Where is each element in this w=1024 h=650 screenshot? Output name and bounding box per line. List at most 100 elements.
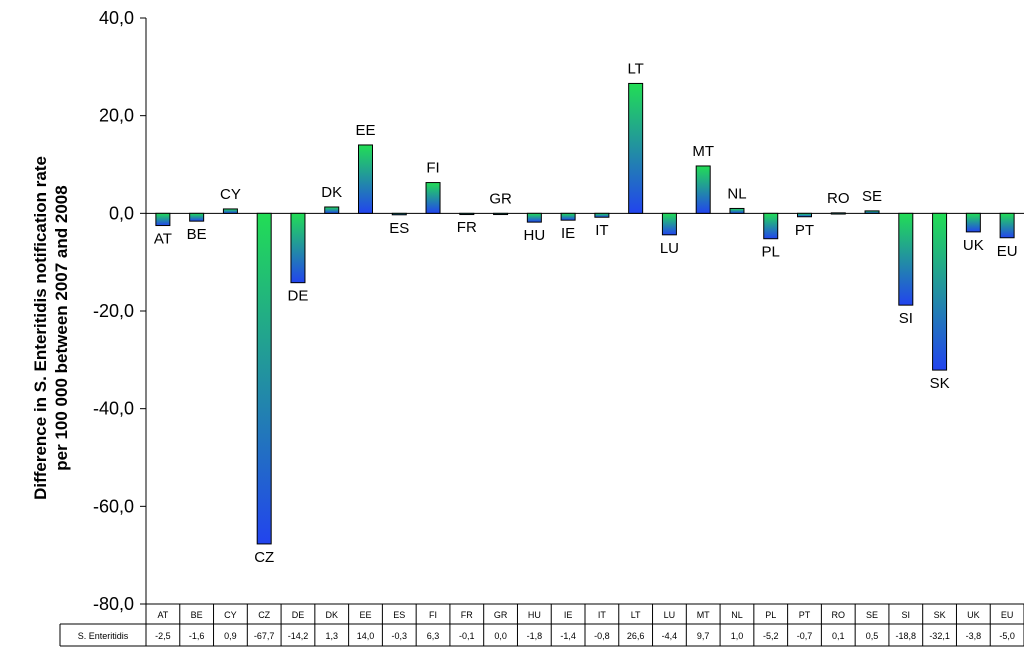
table-header-uk: UK — [967, 610, 980, 620]
table-header-hu: HU — [528, 610, 541, 620]
table-value-de: -14,2 — [288, 631, 309, 641]
table-value-lt: 26,6 — [627, 631, 645, 641]
table-value-es: -0,3 — [392, 631, 408, 641]
table-header-be: BE — [191, 610, 203, 620]
table-header-ee: EE — [359, 610, 371, 620]
bar-label-si: SI — [899, 310, 913, 327]
bar-ie — [560, 212, 576, 221]
y-tick-label: 40,0 — [99, 8, 134, 28]
bar-ee — [358, 144, 373, 214]
bar-label-at: AT — [154, 231, 172, 248]
table-value-ee: 14,0 — [357, 631, 375, 641]
bar-label-eu: EU — [997, 243, 1018, 260]
table-value-pl: -5,2 — [763, 631, 779, 641]
bar-lu — [661, 212, 677, 236]
table-value-nl: 1,0 — [731, 631, 744, 641]
table-value-cz: -67,7 — [254, 631, 275, 641]
bar-label-mt: MT — [692, 143, 714, 160]
table-value-fi: 6,3 — [427, 631, 440, 641]
table-header-ro: RO — [832, 610, 846, 620]
table-value-se: 0,5 — [866, 631, 879, 641]
bar-pt — [797, 212, 812, 218]
table-value-it: -0,8 — [594, 631, 610, 641]
bar-dk — [324, 206, 340, 214]
bar-lt — [628, 82, 644, 214]
bar-de — [290, 212, 306, 284]
table-header-cz: CZ — [258, 610, 270, 620]
bar-label-pl: PL — [762, 244, 780, 261]
table-header-nl: NL — [731, 610, 743, 620]
table-header-cy: CY — [224, 610, 237, 620]
bar-eu — [999, 212, 1015, 239]
bar-se — [864, 210, 880, 214]
bar-label-hu: HU — [524, 227, 546, 244]
table-header-gr: GR — [494, 610, 508, 620]
bar-ro — [830, 212, 846, 215]
bar-label-be: BE — [187, 226, 207, 243]
table-value-hu: -1,8 — [527, 631, 543, 641]
bar-label-ro: RO — [827, 190, 850, 207]
bar-label-es: ES — [389, 220, 409, 237]
table-header-de: DE — [292, 610, 305, 620]
bar-label-it: IT — [595, 222, 608, 239]
table-header-pt: PT — [799, 610, 811, 620]
bar-label-pt: PT — [795, 222, 814, 239]
table-value-ie: -1,4 — [560, 631, 576, 641]
table-row-header: S. Enteritidis — [78, 631, 129, 641]
bar-pl — [763, 212, 779, 240]
data-table: S. Enteritidis AT -2,5 BE -1,6 CY 0,9 CZ -67,7 DE… — [59, 603, 1024, 647]
bar-cz — [256, 212, 272, 545]
table-header-sk: SK — [934, 610, 946, 620]
table-header-se: SE — [866, 610, 878, 620]
bar-label-cz: CZ — [254, 549, 274, 566]
table-value-fr: -0,1 — [459, 631, 475, 641]
table-header-it: IT — [598, 610, 607, 620]
table-value-at: -2,5 — [155, 631, 171, 641]
bar-label-cy: CY — [220, 186, 241, 203]
bar-label-se: SE — [862, 188, 882, 205]
bar-label-uk: UK — [963, 237, 984, 254]
table-header-dk: DK — [325, 610, 338, 620]
bar-it — [594, 212, 610, 218]
bar-fr — [459, 212, 475, 216]
table-header-es: ES — [393, 610, 405, 620]
table-header-lu: LU — [664, 610, 676, 620]
bar-uk — [965, 212, 981, 233]
table-header-si: SI — [902, 610, 911, 620]
y-axis-title-line-1: Difference in S. Enteritidis notificatio… — [31, 156, 50, 500]
table-header-at: AT — [157, 610, 168, 620]
y-tick-label: 20,0 — [99, 106, 134, 126]
bar-label-fi: FI — [426, 160, 439, 177]
table-value-ro: 0,1 — [832, 631, 845, 641]
bar-at — [155, 212, 171, 227]
table-value-gr: 0,0 — [494, 631, 507, 641]
y-tick-label: 0,0 — [109, 203, 134, 223]
bar-nl — [729, 207, 745, 214]
bar-label-lu: LU — [660, 240, 679, 257]
bar-label-fr: FR — [457, 219, 477, 236]
table-value-mt: 9,7 — [697, 631, 710, 641]
bar-label-ee: EE — [355, 122, 375, 139]
table-value-cy: 0,9 — [224, 631, 237, 641]
plot-area: 40,0 20,0 0,0 -20,0 -40,0 -60,0 -80,0 AT BE CY CZ D… — [93, 8, 1024, 614]
table-value-pt: -0,7 — [797, 631, 813, 641]
bar-hu — [526, 212, 542, 223]
bar-label-dk: DK — [321, 184, 342, 201]
bar-fi — [425, 182, 441, 214]
table-value-lu: -4,4 — [662, 631, 678, 641]
table-value-be: -1,6 — [189, 631, 205, 641]
y-tick-label: -60,0 — [93, 496, 134, 516]
bar-si — [898, 212, 914, 306]
bar-label-nl: NL — [727, 185, 746, 202]
bar-es — [391, 212, 407, 216]
bar-label-de: DE — [288, 288, 309, 305]
bar-label-lt: LT — [627, 60, 643, 77]
bar-label-ie: IE — [561, 225, 575, 242]
bar-gr — [493, 212, 509, 216]
bar-sk — [932, 212, 948, 371]
table-header-lt: LT — [631, 610, 641, 620]
y-tick-label: -20,0 — [93, 301, 134, 321]
bar-be — [189, 212, 205, 222]
table-header-fi: FI — [429, 610, 437, 620]
